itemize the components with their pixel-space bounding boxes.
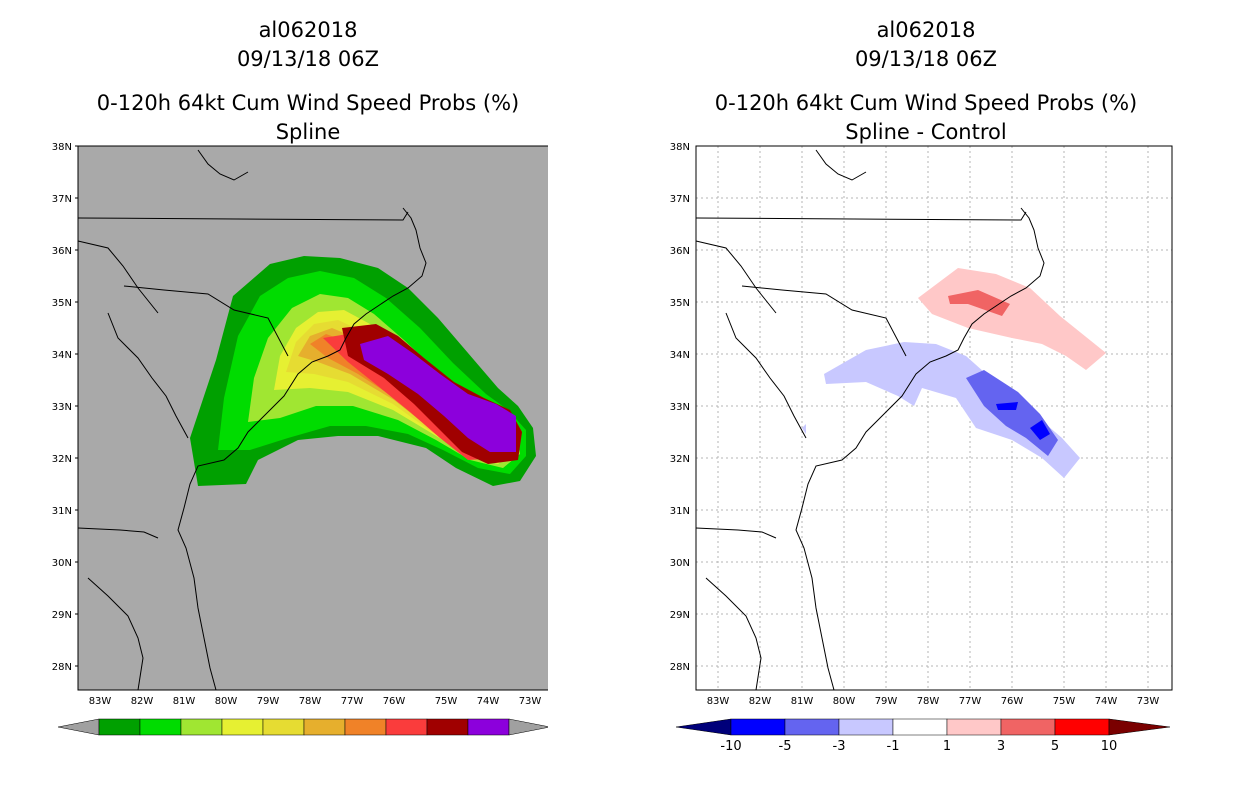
left-lon-label: 73W <box>519 696 542 707</box>
left-colorbar-swatch <box>221 718 264 736</box>
right-lat-label: 33N <box>670 402 690 413</box>
left-prob-contours <box>190 256 536 486</box>
right-lon-label: 74W <box>1095 696 1118 707</box>
left-colorbar-under <box>57 718 100 736</box>
right-colorbar-under <box>675 718 732 736</box>
right-colorbar-swatch <box>946 718 1002 736</box>
right-colorbar-label: -1 <box>887 739 900 754</box>
right-map-frame <box>695 145 1173 691</box>
right-lon-label: 73W <box>1137 696 1160 707</box>
right-colorbar-swatch <box>892 718 948 736</box>
right-lat-label: 28N <box>670 662 690 673</box>
left-lat-label: 38N <box>52 142 72 153</box>
left-lon-label: 79W <box>257 696 280 707</box>
right-colorbar-label: 1 <box>943 739 951 754</box>
right-lon-label: 77W <box>959 696 982 707</box>
right-colorbar-swatch <box>784 718 840 736</box>
right-lon-label: 79W <box>875 696 898 707</box>
left-lon-label: 78W <box>299 696 322 707</box>
left-lon-label: 77W <box>341 696 364 707</box>
left-lat-label: 28N <box>52 662 72 673</box>
left-lon-label: 80W <box>215 696 238 707</box>
left-datetime: 09/13/18 06Z <box>236 47 380 71</box>
left-colorbar-swatch <box>180 718 223 736</box>
left-lat-label: 29N <box>52 610 72 621</box>
right-lon-label: 80W <box>833 696 856 707</box>
left-lat-label: 32N <box>52 454 72 465</box>
left-subtitle: Spline <box>275 120 341 144</box>
right-colorbar-label: 3 <box>997 739 1005 754</box>
left-colorbar <box>57 718 548 736</box>
right-colorbar-over <box>1108 718 1171 736</box>
right-lat-label: 29N <box>670 610 690 621</box>
left-colorbar-swatch <box>262 718 305 736</box>
left-lat-label: 37N <box>52 194 72 205</box>
left-geography <box>77 149 427 691</box>
left-lon-label: 76W <box>383 696 406 707</box>
left-lat-label: 31N <box>52 506 72 517</box>
left-colorbar-swatch <box>385 718 428 736</box>
right-lat-axis: 38N 37N 36N 35N 34N 33N 32N 31N 30N 29N … <box>670 142 690 673</box>
left-colorbar-swatch <box>344 718 387 736</box>
right-lat-label: 32N <box>670 454 690 465</box>
right-lat-label: 31N <box>670 506 690 517</box>
right-colorbar-swatch <box>1000 718 1056 736</box>
right-lon-label: 75W <box>1053 696 1076 707</box>
right-datetime: 09/13/18 06Z <box>854 47 998 71</box>
left-lat-label: 30N <box>52 558 72 569</box>
left-storm-id: al062018 <box>258 18 358 42</box>
right-geography <box>695 149 1045 691</box>
right-lon-label: 81W <box>791 696 814 707</box>
left-colorbar-swatch <box>467 718 510 736</box>
right-colorbar <box>675 718 1171 736</box>
right-lat-label: 36N <box>670 246 690 257</box>
right-lon-label: 76W <box>1001 696 1024 707</box>
right-colorbar-label: -10 <box>720 739 741 754</box>
right-colorbar-swatch <box>1054 718 1110 736</box>
left-lon-label: 81W <box>173 696 196 707</box>
left-map-frame <box>77 145 548 691</box>
left-map: 38N 37N 36N 35N 34N 33N 32N 31N 30N 29N … <box>52 142 548 736</box>
left-colorbar-swatch <box>98 718 141 736</box>
left-lon-label: 75W <box>435 696 458 707</box>
right-subtitle: Spline - Control <box>845 120 1007 144</box>
right-lat-label: 38N <box>670 142 690 153</box>
left-lon-label: 83W <box>89 696 112 707</box>
right-colorbar-label: -3 <box>833 739 846 754</box>
right-colorbar-labels: -10 -5 -3 -1 1 3 5 10 <box>720 739 1117 754</box>
right-map-background <box>696 146 1172 690</box>
right-colorbar-swatch <box>730 718 786 736</box>
right-lat-label: 30N <box>670 558 690 569</box>
right-lon-label: 78W <box>917 696 940 707</box>
right-map: 38N 37N 36N 35N 34N 33N 32N 31N 30N 29N … <box>670 142 1173 754</box>
right-lat-label: 34N <box>670 350 690 361</box>
left-lat-label: 33N <box>52 402 72 413</box>
right-storm-id: al062018 <box>876 18 976 42</box>
left-lat-axis: 38N 37N 36N 35N 34N 33N 32N 31N 30N 29N … <box>52 142 78 673</box>
right-colorbar-label: 10 <box>1101 739 1118 754</box>
right-lat-label: 37N <box>670 194 690 205</box>
right-colorbar-label: 5 <box>1051 739 1059 754</box>
left-colorbar-over <box>508 718 548 736</box>
left-lat-label: 34N <box>52 350 72 361</box>
right-diff-contours <box>802 268 1106 478</box>
right-colorbar-swatch <box>838 718 894 736</box>
left-lon-label: 74W <box>477 696 500 707</box>
left-lon-axis: 83W 82W 81W 80W 79W 78W 77W 76W 75W 74W … <box>89 696 542 707</box>
right-lon-label: 82W <box>749 696 772 707</box>
right-lat-label: 35N <box>670 298 690 309</box>
right-colorbar-label: -5 <box>779 739 792 754</box>
right-title: 0-120h 64kt Cum Wind Speed Probs (%) <box>714 91 1138 115</box>
left-colorbar-swatch <box>139 718 182 736</box>
left-colorbar-swatch <box>426 718 469 736</box>
right-lon-label: 83W <box>707 696 730 707</box>
left-lat-label: 35N <box>52 298 72 309</box>
left-title: 0-120h 64kt Cum Wind Speed Probs (%) <box>96 91 520 115</box>
left-lat-label: 36N <box>52 246 72 257</box>
left-lon-label: 82W <box>131 696 154 707</box>
right-lon-axis: 83W 82W 81W 80W 79W 78W 77W 76W 75W 74W … <box>707 696 1160 707</box>
left-colorbar-swatch <box>303 718 346 736</box>
